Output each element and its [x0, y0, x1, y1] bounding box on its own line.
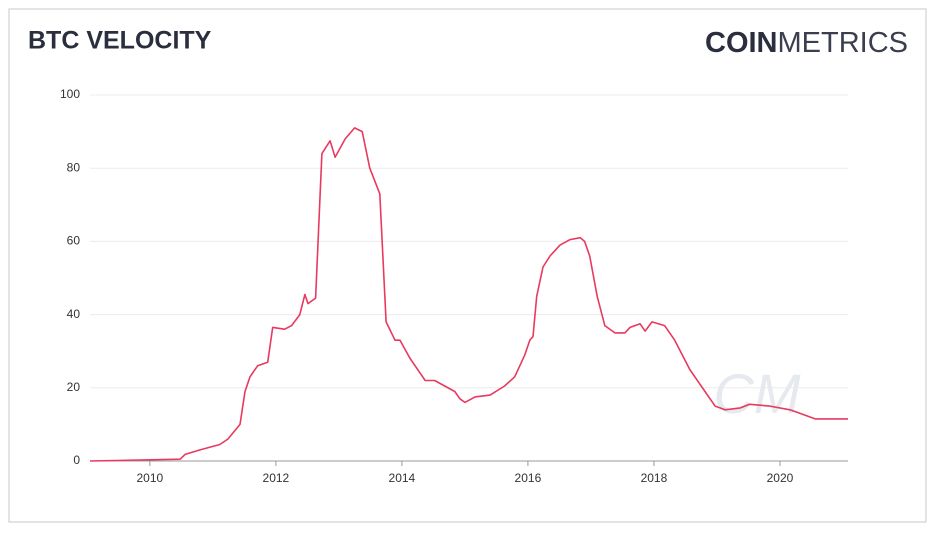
y-tick-label: 40 [67, 307, 81, 321]
chart-title: BTC VELOCITY [28, 27, 212, 55]
brand-bold: COIN [705, 27, 778, 59]
x-tick-label: 2012 [263, 471, 290, 485]
y-tick-label: 20 [67, 380, 81, 394]
brand-light: METRICS [778, 27, 909, 59]
x-tick-label: 2014 [389, 471, 416, 485]
x-tick-label: 2016 [515, 471, 542, 485]
brand-logo: COINMETRICS [705, 27, 908, 59]
watermark: CM [713, 362, 800, 425]
y-tick-label: 60 [67, 234, 81, 248]
y-tick-label: 0 [73, 453, 80, 467]
y-tick-label: 100 [60, 87, 80, 101]
x-tick-label: 2020 [767, 471, 794, 485]
line-series [89, 127, 848, 462]
x-tick-label: 2010 [137, 471, 164, 485]
y-tick-label: 80 [67, 160, 81, 174]
frame [8, 8, 927, 523]
x-tick-label: 2018 [641, 471, 668, 485]
